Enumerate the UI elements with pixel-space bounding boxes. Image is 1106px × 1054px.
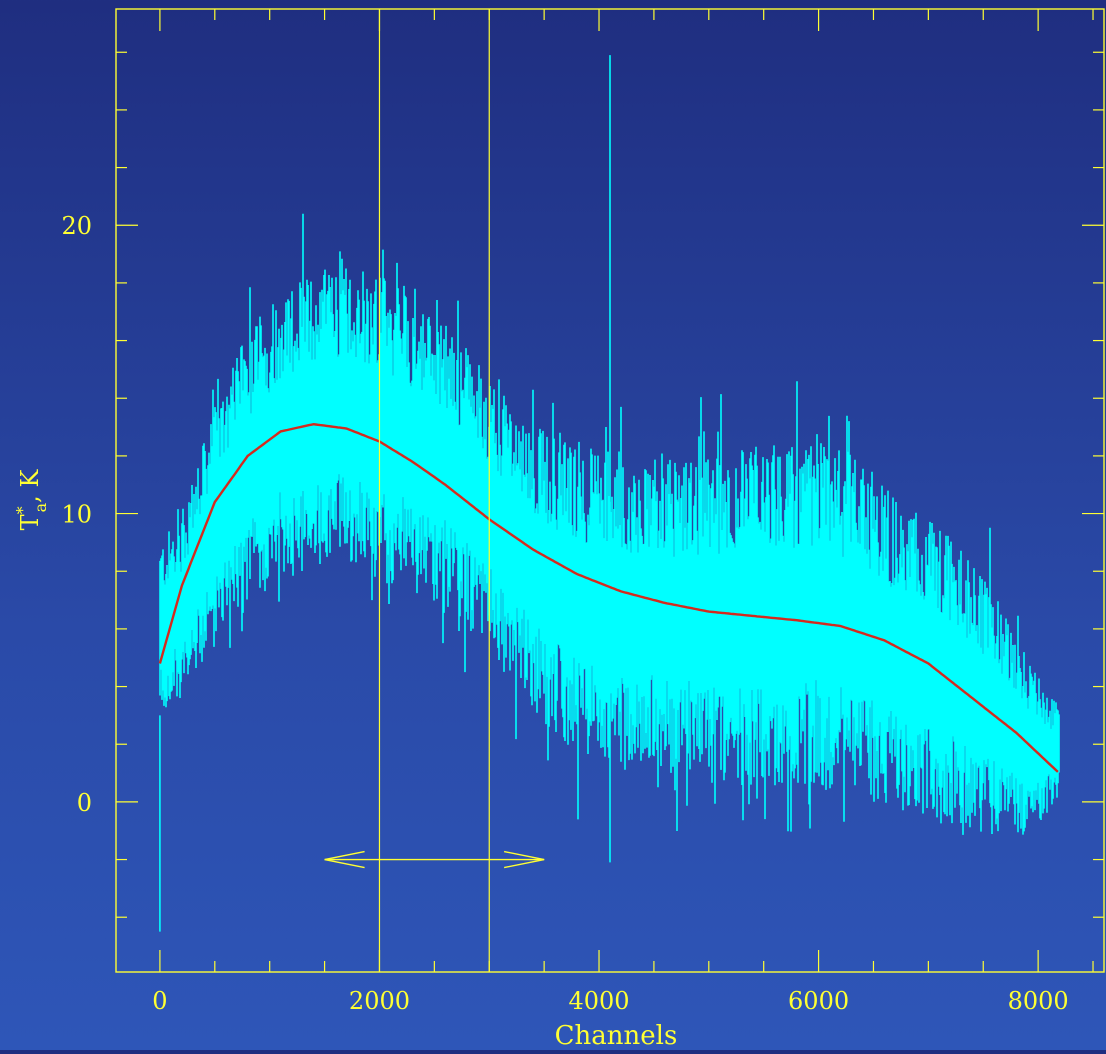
window-arrow-right-head [503, 850, 545, 869]
y-axis-label-sub: a [31, 502, 50, 512]
y-axis-label-main: T [16, 514, 44, 530]
baseline-fit-curve [158, 422, 1059, 773]
x-tick-label: 2000 [349, 987, 410, 1015]
marker-layer [324, 9, 545, 972]
x-tick-label: 0 [152, 987, 167, 1015]
x-tick-label: 4000 [568, 987, 629, 1015]
spectrum-layer [159, 55, 1060, 932]
x-tick-label: 6000 [788, 987, 849, 1015]
spectrum-trace [159, 213, 1060, 835]
plot-frame [115, 8, 1105, 973]
window-arrow-left-head [324, 850, 365, 869]
fit-layer [158, 422, 1059, 773]
axes-layer: 0 2000 4000 6000 8000 0 10 20 [61, 8, 1105, 1015]
y-tick-label: 0 [77, 789, 92, 817]
y-axis-label-tail: , K [16, 469, 44, 503]
y-tick-label: 10 [61, 501, 92, 529]
x-tick-label: 8000 [1008, 987, 1069, 1015]
y-axis-label-sup: * [13, 506, 32, 514]
y-tick-label: 20 [61, 212, 92, 240]
y-axis-label: T*a, K [13, 469, 50, 531]
x-axis-label: Channels [555, 1021, 678, 1050]
